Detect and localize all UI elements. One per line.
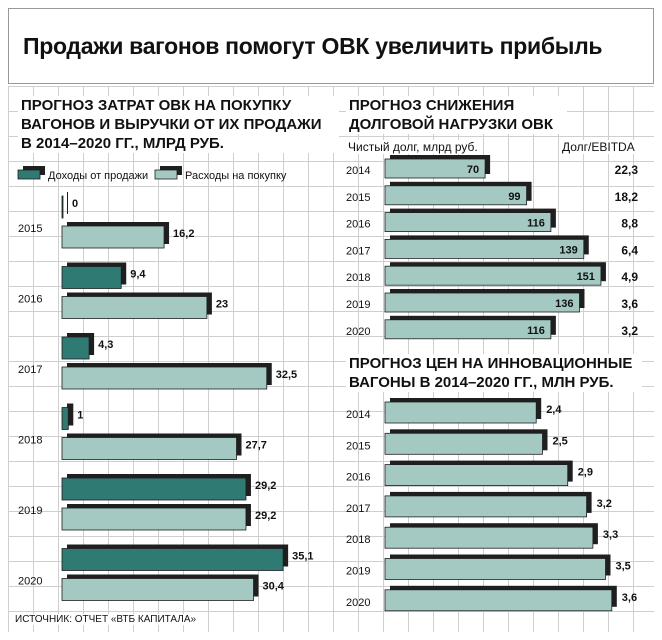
chart1-value-expense: 23: [216, 299, 228, 311]
chart2-ratio-value: 4,9: [621, 270, 638, 284]
legend-swatch-1: [17, 169, 41, 180]
chart2-ratio-value: 18,2: [615, 190, 639, 204]
chart2-bar: [384, 319, 552, 340]
chart3-value: 3,5: [616, 561, 631, 573]
chart2-value: 116: [527, 325, 545, 337]
chart2-ratio-value: 22,3: [615, 163, 639, 177]
chart3-year-label: 2017: [346, 503, 370, 515]
chart3-value: 3,3: [603, 529, 618, 541]
chart3-value: 2,5: [553, 435, 568, 447]
chart1-value-expense: 29,2: [255, 510, 276, 522]
chart1-title: ПРОГНОЗ ЗАТРАТ ОВК НА ПОКУПКУ ВАГОНОВ И …: [18, 96, 339, 153]
chart3-year-label: 2014: [346, 409, 370, 421]
chart2-ratio-header: Долг/EBITDA: [560, 140, 637, 154]
chart1-bar-expense: [61, 225, 165, 249]
chart3-bar: [384, 589, 613, 612]
chart3-value: 2,4: [546, 404, 562, 416]
chart2-value: 116: [527, 218, 545, 230]
infographic-title: Продажи вагонов помогут ОВК увеличить пр…: [23, 33, 603, 59]
chart1-value-income: 35,1: [292, 551, 313, 563]
chart3-value: 2,9: [578, 467, 593, 479]
chart2-ratio-value: 3,2: [621, 324, 638, 338]
chart1-bar-expense: [61, 296, 208, 319]
chart3-year-label: 2016: [346, 472, 370, 484]
chart2-year-label: 2015: [346, 192, 370, 204]
legend-swatch-2: [154, 169, 178, 180]
chart2-ratio-value: 8,8: [621, 217, 638, 231]
chart1-value-income: 0: [72, 198, 78, 210]
chart2-value: 136: [555, 298, 573, 310]
chart1-bar-expense: [61, 437, 237, 460]
chart1-value-income: 9,4: [130, 269, 146, 281]
chart1-bar-income: [61, 266, 122, 289]
chart2-bar: [384, 212, 552, 233]
chart2-year-label: 2019: [346, 299, 370, 311]
chart3-year-label: 2019: [346, 566, 370, 578]
chart2-year-label: 2017: [346, 245, 370, 257]
chart3-bar: [384, 495, 588, 518]
chart2-bar: [384, 158, 486, 179]
chart1-value-income: 4,3: [98, 339, 113, 351]
chart3-year-label: 2020: [346, 597, 370, 609]
chart3-bar: [384, 526, 594, 549]
chart3-value: 3,2: [597, 498, 612, 510]
chart2-value: 151: [577, 271, 595, 283]
chart2-title: ПРОГНОЗ СНИЖЕНИЯ ДОЛГОВОЙ НАГРУЗКИ ОВК: [346, 96, 567, 134]
chart2-year-label: 2020: [346, 326, 370, 338]
chart2-bar: [384, 265, 602, 286]
chart3-bar: [384, 464, 569, 487]
chart3-year-label: 2015: [346, 440, 370, 452]
chart1-year-label: 2019: [18, 505, 42, 517]
chart1-value-expense: 16,2: [173, 228, 194, 240]
chart3-bar: [384, 401, 537, 424]
chart1-bar-expense: [61, 507, 247, 531]
chart1-value-expense: 32,5: [276, 369, 297, 381]
chart2-year-label: 2016: [346, 219, 370, 231]
chart1-bar-income-shadow: [67, 403, 74, 426]
chart1-bar-income: [61, 195, 64, 219]
title-box: Продажи вагонов помогут ОВК увеличить пр…: [8, 8, 654, 84]
chart2-ratio-value: 6,4: [621, 243, 638, 257]
chart3-bar: [384, 432, 543, 455]
chart1-bar-income: [61, 336, 90, 360]
chart3-title: ПРОГНОЗ ЦЕН НА ИННОВАЦИОННЫЕ ВАГОНЫ В 20…: [346, 354, 642, 392]
chart2-value: 99: [508, 191, 520, 203]
chart1-value-expense: 30,4: [263, 581, 285, 593]
legend-label-1: Доходы от продажи: [48, 170, 148, 182]
chart1-year-label: 2015: [18, 223, 42, 235]
chart1-year-label: 2020: [18, 576, 42, 588]
chart1-bar-income: [61, 477, 247, 501]
chart3-year-label: 2018: [346, 534, 370, 546]
chart1-year-label: 2018: [18, 435, 42, 447]
chart3-value: 3,6: [622, 592, 637, 604]
chart2-subtitle: Чистый долг, млрд руб.: [346, 140, 480, 154]
source-note: ИСТОЧНИК: ОТЧЕТ «ВТБ КАПИТАЛА»: [12, 614, 200, 625]
chart2-year-label: 2014: [346, 165, 370, 177]
chart1-year-label: 2016: [18, 294, 42, 306]
chart2-bar: [384, 292, 580, 313]
chart3-bar: [384, 558, 606, 580]
chart1-bar-income-shadow: [67, 192, 68, 214]
chart1-value-income: 29,2: [255, 480, 276, 492]
chart2-ratio-value: 3,6: [621, 297, 638, 311]
chart1-year-label: 2017: [18, 364, 42, 376]
chart1-bar-income: [61, 548, 284, 571]
chart2-value: 70: [467, 164, 479, 176]
chart1-value-expense: 27,7: [246, 440, 267, 452]
legend-label-2: Расходы на покупку: [185, 170, 287, 182]
chart1-value-income: 1: [77, 410, 83, 422]
chart2-year-label: 2018: [346, 272, 370, 284]
chart1-bar-income: [61, 407, 69, 430]
chart1-bar-expense: [61, 366, 268, 390]
chart2-bar: [384, 238, 585, 259]
chart2-value: 139: [559, 244, 577, 256]
chart1-bar-expense: [61, 578, 254, 601]
chart2-bar: [384, 185, 527, 206]
